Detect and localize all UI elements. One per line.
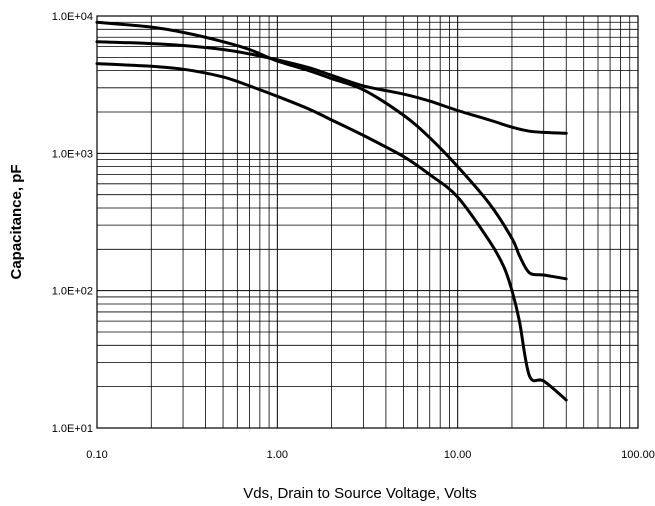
series-line-2 <box>95 20 568 281</box>
series-line-3 <box>95 62 568 402</box>
x-tick-label: 100.00 <box>621 449 655 461</box>
x-tick-labels: 0.10 1.00 10.00 100.00 <box>86 449 655 461</box>
grid-major <box>96 16 638 429</box>
series-line-1 <box>95 40 568 135</box>
series-layer <box>95 20 568 402</box>
y-tick-label: 1.0E+04 <box>52 11 93 23</box>
x-tick-label: 1.00 <box>267 449 288 461</box>
y-tick-label: 1.0E+02 <box>52 286 93 298</box>
y-tick-labels: 1.0E+01 1.0E+02 1.0E+03 1.0E+04 <box>52 11 93 435</box>
grid-minor <box>97 16 638 428</box>
y-axis-title: Capacitance, pF <box>8 164 25 279</box>
x-axis-title: Vds, Drain to Source Voltage, Volts <box>243 485 476 502</box>
plot-frame <box>96 15 639 429</box>
x-tick-label: 10.00 <box>444 449 472 461</box>
y-tick-label: 1.0E+03 <box>52 148 93 160</box>
y-tick-label: 1.0E+01 <box>52 423 93 435</box>
x-tick-label: 0.10 <box>86 449 107 461</box>
